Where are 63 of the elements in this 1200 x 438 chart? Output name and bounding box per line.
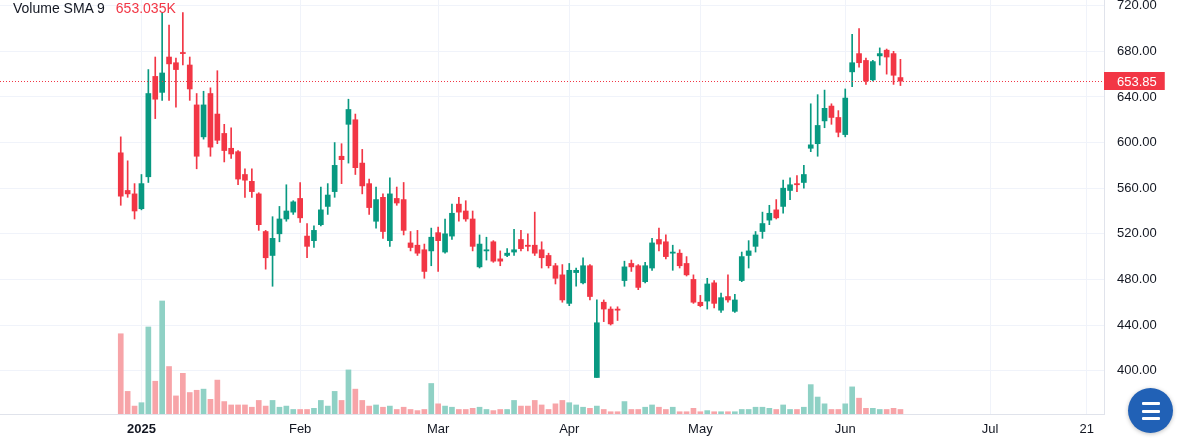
candlestick bbox=[725, 274, 731, 303]
bar bbox=[380, 406, 386, 414]
bar bbox=[435, 403, 441, 414]
bar bbox=[152, 380, 159, 414]
y-tick-label: 640.00 bbox=[1117, 88, 1157, 104]
bar bbox=[676, 411, 683, 414]
y-tick-label: 520.00 bbox=[1117, 225, 1157, 241]
bar bbox=[159, 300, 165, 414]
bar bbox=[552, 403, 559, 414]
bar bbox=[704, 410, 711, 414]
candlestick bbox=[849, 33, 855, 88]
y-tick-label: 440.00 bbox=[1117, 316, 1157, 332]
x-tick-label: Jun bbox=[834, 421, 856, 437]
candlestick bbox=[807, 103, 814, 153]
candlestick bbox=[435, 226, 441, 272]
y-tick-label: 600.00 bbox=[1117, 134, 1157, 150]
bar bbox=[725, 411, 731, 414]
annotation: 653.035K bbox=[115, 0, 176, 16]
candlestick bbox=[159, 12, 165, 101]
y-tick-label: 680.00 bbox=[1117, 42, 1157, 58]
bar bbox=[697, 411, 704, 414]
bar bbox=[718, 411, 724, 414]
chart-title: Volume SMA 9 bbox=[13, 0, 105, 16]
bar bbox=[614, 411, 621, 414]
bar bbox=[587, 408, 593, 414]
bar bbox=[828, 409, 835, 414]
bar bbox=[138, 402, 145, 414]
bar bbox=[594, 405, 600, 414]
candlestick bbox=[794, 175, 800, 192]
candlestick bbox=[876, 47, 883, 66]
x-tick-label: 21 bbox=[1079, 421, 1094, 437]
bar bbox=[683, 411, 690, 414]
bar bbox=[711, 411, 717, 414]
bar bbox=[897, 409, 904, 414]
y-tick-label: 720.00 bbox=[1117, 0, 1157, 13]
bar bbox=[669, 406, 676, 414]
candlestick bbox=[180, 12, 186, 66]
x-tick-label: May bbox=[688, 421, 714, 437]
y-tick-label: 400.00 bbox=[1117, 362, 1157, 378]
y-tick-label: 560.00 bbox=[1117, 179, 1157, 195]
bar bbox=[428, 383, 435, 414]
bar bbox=[421, 409, 428, 414]
x-tick-label: 2025 bbox=[126, 421, 156, 437]
y-tick-label: 480.00 bbox=[1117, 271, 1157, 286]
ref-line-label: 653.85 bbox=[1117, 73, 1157, 89]
bar bbox=[835, 409, 842, 414]
x-tick-label: Feb bbox=[288, 421, 312, 437]
bar bbox=[407, 409, 414, 414]
candlestick bbox=[511, 228, 517, 256]
bar bbox=[545, 409, 552, 414]
bar bbox=[621, 401, 628, 414]
bar bbox=[414, 410, 421, 414]
bar bbox=[883, 409, 890, 414]
bar bbox=[794, 409, 800, 414]
bar bbox=[387, 405, 393, 414]
x-tick-label: Apr bbox=[559, 421, 581, 437]
x-tick-label: Mar bbox=[426, 421, 451, 437]
bar bbox=[483, 409, 490, 414]
x-tick-label: Jul bbox=[981, 421, 999, 437]
bar bbox=[773, 409, 780, 414]
bar bbox=[373, 404, 379, 414]
bar bbox=[821, 403, 828, 414]
candlestick bbox=[669, 244, 676, 271]
